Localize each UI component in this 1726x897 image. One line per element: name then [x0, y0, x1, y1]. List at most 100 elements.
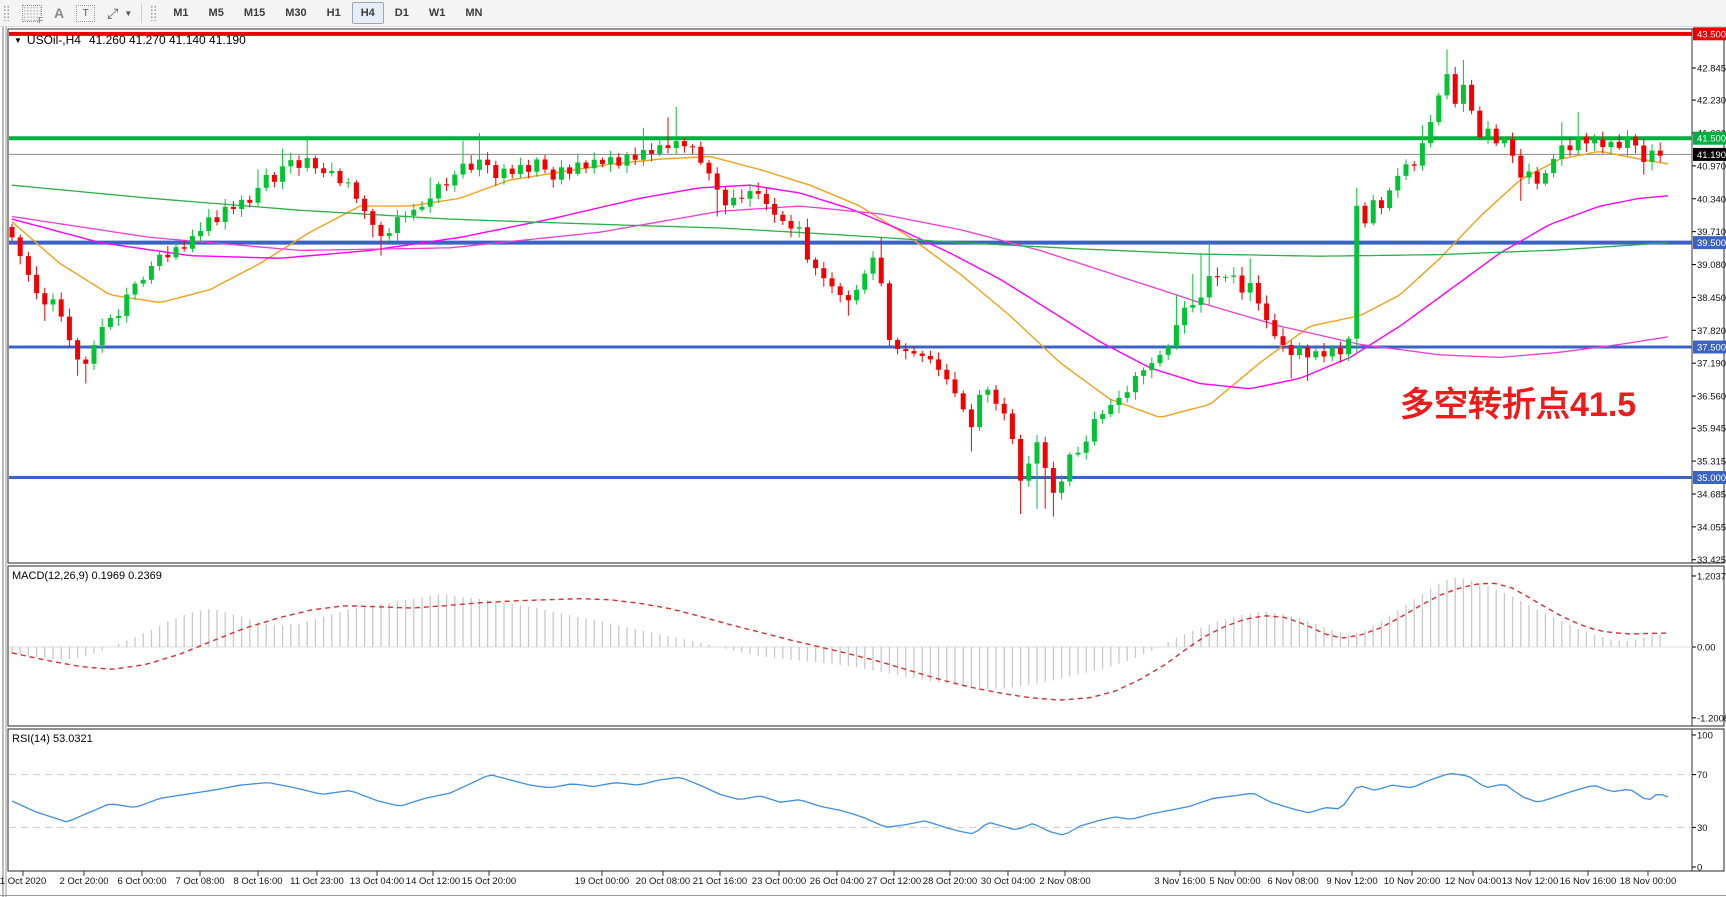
timeframe-button-mn[interactable]: MN	[465, 7, 483, 19]
ma-slow-green	[11, 184, 1669, 257]
panel-frames	[7, 28, 1725, 872]
price-axis-label: 35.945	[1697, 424, 1726, 435]
macd-signal-line	[11, 582, 1669, 701]
ma-long-pink	[11, 205, 1669, 359]
price-badge: 41.500	[1693, 131, 1726, 145]
svg-text:35.000: 35.000	[1697, 473, 1726, 484]
price-axis-label: 39.080	[1697, 260, 1726, 271]
timeframe-button-d1[interactable]: D1	[394, 7, 409, 19]
date-axis-label: 6 Oct 00:00	[117, 876, 166, 887]
price-axis-label: 34.685	[1697, 489, 1726, 500]
price-axis-label: 33.425	[1697, 555, 1726, 566]
price-axis-label: 34.055	[1697, 522, 1726, 533]
rsi-panel: 100 70 30 0	[9, 731, 1713, 874]
symbol-name: USOil-,H4	[26, 33, 81, 47]
timeframe-button-m5[interactable]: M5	[208, 7, 224, 19]
rsi-axis-label: 30	[1697, 823, 1708, 834]
macd-axis-label: 0.00	[1697, 643, 1716, 654]
macd-axis-label: 1.2037	[1697, 571, 1726, 582]
price-axis-label: 38.450	[1697, 293, 1726, 304]
price-axis-label: 36.560	[1697, 392, 1726, 403]
timeframe-button-h1[interactable]: H1	[326, 7, 341, 19]
date-axis-label: 11 Oct 23:00	[290, 876, 344, 887]
price-badge: 35.000	[1693, 471, 1726, 485]
macd-panel: 1.2037 0.00 -1.2008	[9, 571, 1726, 724]
chart-annotation-text: 多空转折点41.5	[1400, 386, 1637, 424]
macd-axis-label: -1.2008	[1697, 713, 1726, 724]
timeframe-bar: M1 M5 M15 M30 H1 H4 D1 W1 MN	[163, 2, 492, 24]
grid-f-letter: F	[38, 15, 43, 25]
ma-fast-orange	[11, 151, 1669, 418]
rsi-axis-label: 0	[1697, 863, 1702, 874]
date-axis-label: 26 Oct 04:00	[810, 876, 864, 887]
rsi-line	[11, 772, 1669, 836]
date-axis-label: 28 Oct 20:00	[923, 876, 977, 887]
date-axis-label: 12 Nov 04:00	[1445, 876, 1502, 887]
date-axis-label: 15 Oct 20:00	[462, 876, 516, 887]
timeframe-button-m15[interactable]: M15	[243, 7, 266, 19]
date-axis-label: 6 Nov 08:00	[1267, 876, 1318, 887]
rsi-axis-label: 70	[1697, 770, 1708, 781]
svg-text:41.500: 41.500	[1697, 134, 1726, 145]
date-axis-label: 20 Oct 08:00	[636, 876, 690, 887]
price-badge: 37.500	[1693, 340, 1726, 354]
date-axis-label: 13 Nov 12:00	[1502, 876, 1559, 887]
text-tool-icon[interactable]: A	[54, 5, 65, 21]
date-axis-label: 23 Oct 00:00	[752, 876, 806, 887]
price-badge: 39.500	[1693, 236, 1726, 250]
symbol-info: ▼ USOil-,H4 41.260 41.270 41.140 41.190	[14, 33, 246, 47]
date-axis-label: 5 Nov 00:00	[1209, 876, 1260, 887]
date-axis: 1 Oct 2020 2 Oct 20:00 6 Oct 00:00 7 Oct 08…	[0, 871, 1676, 887]
symbol-dropdown-marker-icon[interactable]: ▼	[14, 36, 22, 45]
price-badge: 41.190	[1693, 147, 1726, 161]
svg-text:37.500: 37.500	[1697, 343, 1726, 354]
price-axis-label: 40.340	[1697, 194, 1726, 205]
toolbar-drag-handle-icon[interactable]	[3, 5, 10, 21]
date-axis-label: 7 Oct 08:00	[175, 876, 224, 887]
cursor-arrows-icon[interactable]: ⤢	[107, 4, 119, 21]
macd-indicator-label: MACD(12,26,9) 0.1969 0.2369	[12, 570, 162, 582]
timeframe-button-h4[interactable]: H4	[351, 2, 384, 24]
rsi-indicator-label: RSI(14) 53.0321	[12, 733, 93, 745]
text-label-tool-icon[interactable]: T	[76, 4, 96, 22]
date-axis-label: 2 Nov 08:00	[1039, 876, 1090, 887]
date-axis-label: 8 Oct 16:00	[233, 876, 282, 887]
price-axis-label: 37.190	[1697, 359, 1726, 370]
price-axis-label: 37.820	[1697, 326, 1726, 337]
date-axis-label: 30 Oct 04:00	[981, 876, 1035, 887]
date-axis-label: 3 Nov 16:00	[1154, 876, 1205, 887]
rsi-axis-label: 100	[1697, 731, 1713, 742]
date-axis-label: 19 Oct 00:00	[575, 876, 629, 887]
symbol-ohlc-values: 41.260 41.270 41.140 41.190	[88, 33, 246, 47]
price-axis-label: 35.315	[1697, 457, 1726, 468]
date-axis-label: 18 Nov 00:00	[1620, 876, 1677, 887]
date-axis-label: 9 Nov 12:00	[1326, 876, 1377, 887]
candlestick-series	[9, 49, 1663, 517]
svg-text:41.190: 41.190	[1697, 150, 1726, 161]
price-axis-label: 39.710	[1697, 227, 1726, 238]
price-axis-label: 42.845	[1697, 64, 1726, 75]
date-axis-label: 13 Oct 04:00	[350, 876, 404, 887]
price-axis-label: 42.230	[1697, 96, 1726, 107]
timeframe-button-m1[interactable]: M1	[173, 7, 189, 19]
svg-text:39.500: 39.500	[1697, 238, 1726, 249]
toolbar-separator	[141, 3, 143, 23]
svg-text:43.500: 43.500	[1697, 29, 1726, 40]
date-axis-label: 10 Nov 20:00	[1384, 876, 1441, 887]
date-axis-label: 14 Oct 12:00	[406, 876, 460, 887]
date-axis-label: 16 Nov 16:00	[1560, 876, 1617, 887]
toolbar: F A T ⤢ ▼ M1 M5 M15 M30 H1 H4 D1 W1 MN	[0, 0, 1726, 27]
grid-f-tool-icon[interactable]: F	[22, 4, 43, 25]
date-axis-label: 2 Oct 20:00	[59, 876, 108, 887]
price-axis-label: 40.970	[1697, 161, 1726, 172]
date-axis-label: 27 Oct 12:00	[867, 876, 921, 887]
main-price-panel	[9, 31, 1692, 517]
price-badge: 43.500	[1693, 27, 1726, 41]
timeframe-button-w1[interactable]: W1	[428, 7, 446, 19]
price-axis: 42.84542.23041.60040.97040.34039.71039.0…	[1692, 27, 1726, 566]
arrows-dropdown-caret-icon[interactable]: ▼	[124, 8, 133, 18]
timeframe-button-m30[interactable]: M30	[285, 7, 307, 19]
timeframe-group-handle-icon[interactable]	[150, 5, 158, 21]
